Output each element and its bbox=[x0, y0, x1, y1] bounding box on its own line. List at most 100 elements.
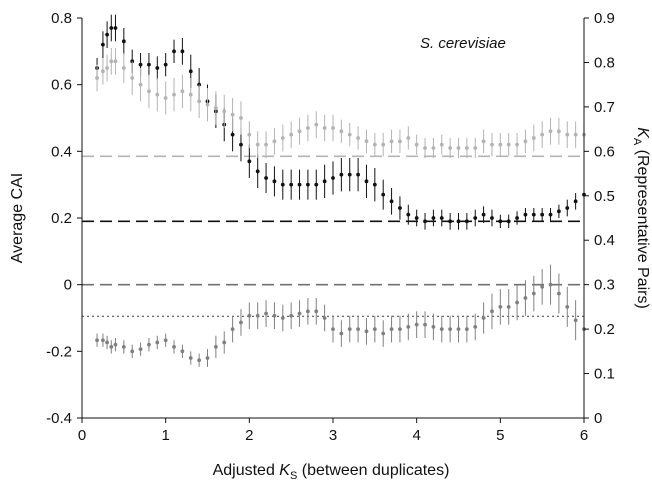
x-tick-label: 2 bbox=[245, 427, 253, 444]
series-0-point bbox=[557, 209, 561, 214]
series-1-point bbox=[306, 126, 310, 130]
series-0-point bbox=[289, 182, 294, 187]
series-1-point bbox=[188, 92, 193, 97]
series-0-point bbox=[138, 62, 143, 67]
series-2-point bbox=[280, 316, 285, 320]
series-1-point bbox=[473, 146, 478, 150]
series-1-point bbox=[322, 126, 327, 130]
series-0-point bbox=[130, 59, 135, 64]
series-2-point bbox=[101, 338, 105, 343]
series-2-point bbox=[163, 338, 168, 343]
series-0-point bbox=[331, 176, 335, 180]
series-2-point bbox=[297, 311, 302, 316]
series-1-point bbox=[523, 139, 528, 144]
series-2-point bbox=[230, 327, 235, 332]
y-axis-right-title-var: K bbox=[634, 127, 651, 139]
series-0-point bbox=[531, 212, 536, 217]
series-0-point bbox=[456, 219, 461, 224]
series-2-point bbox=[188, 356, 193, 360]
series-0-point bbox=[239, 142, 243, 147]
series-0-point bbox=[473, 216, 478, 220]
series-1-point bbox=[565, 132, 570, 137]
series-1-point bbox=[163, 96, 168, 100]
series-1-point bbox=[138, 82, 143, 87]
series-1-point bbox=[540, 132, 545, 137]
series-1 bbox=[95, 48, 586, 158]
series-0-point bbox=[372, 182, 377, 187]
series-2-point bbox=[272, 313, 277, 318]
x-tick-label: 5 bbox=[496, 427, 504, 444]
series-0-point bbox=[347, 172, 352, 177]
series-2-point bbox=[464, 327, 469, 332]
series-2-point bbox=[364, 329, 369, 334]
series-0-point bbox=[147, 62, 151, 67]
series-2-point bbox=[347, 327, 352, 332]
series-0-point bbox=[364, 179, 369, 184]
series-1-point bbox=[297, 129, 302, 134]
series-2-point bbox=[381, 331, 386, 336]
y-left-tick-label: 0 bbox=[64, 277, 72, 294]
y-left-tick-label: 0.6 bbox=[51, 77, 72, 94]
series-0-point bbox=[314, 182, 319, 187]
series-0-point bbox=[398, 206, 402, 210]
series-2-point bbox=[523, 296, 528, 300]
series-2-point bbox=[180, 349, 185, 354]
series-2-point bbox=[121, 344, 126, 349]
series-1-point bbox=[557, 129, 561, 134]
series-0-point bbox=[322, 179, 327, 184]
species-annotation: S. cerevisiae bbox=[420, 35, 506, 52]
series-0-point bbox=[381, 192, 386, 197]
series-0-point bbox=[180, 49, 185, 54]
x-tick-label: 1 bbox=[161, 427, 169, 444]
series-1-point bbox=[331, 126, 335, 130]
series-1-point bbox=[364, 139, 369, 144]
series-1-point bbox=[147, 89, 151, 94]
series-0-point bbox=[490, 216, 494, 220]
x-tick-label: 3 bbox=[329, 427, 337, 444]
series-1-point bbox=[515, 142, 519, 147]
series-0-point bbox=[565, 206, 570, 210]
series-1-point bbox=[113, 59, 118, 64]
x-axis-title: Adjusted KS (between duplicates) bbox=[213, 462, 450, 482]
series-0-point bbox=[515, 216, 519, 220]
y-left-tick-label: 0.8 bbox=[51, 10, 72, 27]
series-1-point bbox=[289, 132, 294, 137]
series-0-point bbox=[548, 212, 553, 217]
series-1-point bbox=[255, 142, 260, 147]
series-1-point bbox=[573, 132, 578, 137]
y-right-tick-label: 0.6 bbox=[594, 143, 615, 160]
series-2-point bbox=[306, 309, 310, 314]
x-tick-label: 4 bbox=[412, 427, 420, 444]
series-0-point bbox=[172, 49, 176, 54]
y-right-tick-label: 0.8 bbox=[594, 54, 615, 71]
series-0-point bbox=[414, 216, 419, 220]
series-0-point bbox=[247, 159, 252, 164]
series-0-point bbox=[297, 182, 302, 187]
series-2-point bbox=[172, 344, 176, 349]
series-2-point bbox=[255, 313, 260, 318]
series-1-point bbox=[498, 142, 503, 147]
series-2-point bbox=[222, 340, 227, 345]
series-2-point bbox=[398, 327, 402, 332]
series-0-point bbox=[113, 26, 118, 30]
series-0-point bbox=[523, 212, 528, 217]
series-1-point bbox=[398, 139, 402, 144]
series-2-point bbox=[356, 327, 360, 332]
plot-frame: 0 1 2 3 4 5 6 -0.4 -0.2 0 0.2 0.4 0.6 0.8 0 0.1 0.2 0.3 0.… bbox=[46, 10, 615, 444]
series-2-point bbox=[573, 318, 578, 323]
y-right-tick-label: 0.1 bbox=[594, 366, 615, 383]
y-right-tick-label: 0 bbox=[594, 410, 602, 427]
series-2-point bbox=[331, 327, 335, 332]
series-0-point bbox=[448, 219, 453, 224]
series-1-point bbox=[230, 112, 235, 117]
series-1-point bbox=[205, 102, 210, 107]
series-0-point bbox=[105, 32, 109, 37]
series-0-point bbox=[163, 62, 168, 67]
series-0-point bbox=[481, 212, 486, 217]
series-1-point bbox=[490, 142, 494, 147]
series-1-point bbox=[180, 89, 185, 94]
series-1-point bbox=[439, 142, 444, 147]
series-2-point bbox=[130, 349, 135, 354]
series-2-point bbox=[515, 300, 519, 305]
